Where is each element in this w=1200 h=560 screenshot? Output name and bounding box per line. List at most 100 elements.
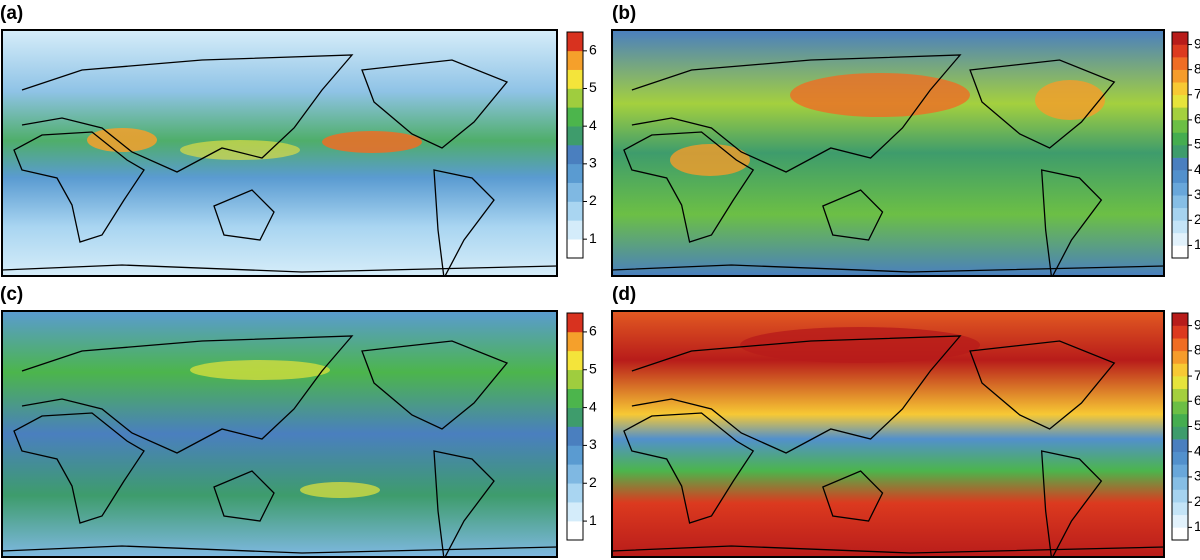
colorbar-segment [1172, 57, 1188, 70]
colorbar-segment [567, 426, 583, 446]
map-c [1, 310, 558, 558]
colorbar-segment [567, 331, 583, 352]
colorbar-segment [567, 145, 583, 165]
panel-label: (b) [612, 3, 636, 24]
colorbar-tick-label: 4 [589, 117, 597, 133]
colorbar-segment [1172, 325, 1188, 339]
colorbar-segment [567, 201, 583, 221]
colorbar-segment [1172, 145, 1188, 158]
colorbar-tick-label: 7 [1194, 367, 1200, 383]
colorbar-segment [1172, 476, 1188, 490]
colorbar-tick-label: 5 [1194, 136, 1200, 152]
colorbar-segment [1172, 426, 1188, 440]
colorbar-segment [567, 464, 583, 484]
colorbar-tick-label: 2 [589, 192, 597, 208]
colorbar-segment [1172, 94, 1188, 108]
colorbar-segment [1172, 350, 1188, 364]
colorbar-tick-label: 5 [1194, 417, 1200, 433]
colorbar-segment [567, 350, 583, 371]
colorbar-tick-label: 1 [1194, 236, 1200, 252]
colorbar-tick-label: 2 [1194, 493, 1200, 509]
map-b [611, 29, 1165, 277]
colorbar-segment [1172, 245, 1188, 259]
colorbar-tick-label: 8 [1194, 342, 1200, 358]
colorbar-segment [567, 32, 583, 52]
colorbar-segment [567, 220, 583, 240]
colorbar-segment [1172, 363, 1188, 377]
colorbar-tick-label: 7 [1194, 85, 1200, 101]
colorbar-tick-label: 6 [589, 323, 597, 339]
colorbar-segment [567, 239, 583, 259]
colorbar-segment [1172, 82, 1188, 96]
colorbar-tick-label: 2 [1194, 211, 1200, 227]
panel-label: (c) [0, 284, 23, 305]
map-d [611, 310, 1165, 558]
colorbar-tick-label: 4 [1194, 161, 1200, 177]
colorbar-segment [567, 182, 583, 202]
colorbar-segment [1172, 451, 1188, 465]
colorbar-tick-label: 3 [589, 155, 597, 171]
colorbar-segment [567, 69, 583, 89]
colorbar-segment [1172, 207, 1188, 221]
colorbar-tick-label: 6 [1194, 111, 1200, 127]
colorbar-frame [566, 312, 584, 541]
colorbar-segment [1172, 69, 1188, 83]
colorbar-segment [567, 50, 583, 70]
colorbar-segment [1172, 44, 1188, 58]
colorbar-tick-label: 3 [589, 436, 597, 452]
colorbar-tick-label: 9 [1194, 316, 1200, 332]
colorbar-tick-label: 1 [1194, 518, 1200, 534]
colorbar-tick-label: 5 [589, 79, 597, 95]
colorbar-segment [1172, 439, 1188, 453]
colorbar-segment [567, 483, 583, 503]
panel-label: (d) [612, 284, 636, 305]
colorbar-segment [1172, 527, 1188, 541]
colorbar-segment [1172, 32, 1188, 45]
colorbar-segment [567, 88, 583, 108]
colorbar-tick-label: 6 [589, 42, 597, 58]
colorbar-tick-label: 1 [589, 512, 597, 528]
colorbar-segment [567, 388, 583, 408]
colorbar-segment [567, 407, 583, 427]
colorbar-tick-label: 4 [1194, 442, 1200, 458]
colorbar-segment [1172, 489, 1188, 503]
colorbar-segment [567, 163, 583, 183]
colorbar-segment [1172, 195, 1188, 209]
colorbar-frame [566, 31, 584, 259]
colorbar-tick-label: 9 [1194, 35, 1200, 51]
colorbar-segment [1172, 170, 1188, 183]
colorbar-segment [1172, 502, 1188, 516]
map-a [1, 29, 558, 277]
colorbar-segment [567, 445, 583, 465]
colorbar-segment [1172, 313, 1188, 326]
colorbar-tick-label: 5 [589, 360, 597, 376]
colorbar-tick-label: 6 [1194, 392, 1200, 408]
colorbar-tick-label: 4 [589, 398, 597, 414]
colorbar-segment [1172, 232, 1188, 246]
colorbar-segment [1172, 338, 1188, 352]
colorbar-segment [567, 107, 583, 127]
colorbar-segment [1172, 107, 1188, 121]
colorbar-segment [1172, 464, 1188, 478]
colorbar-segment [1172, 376, 1188, 389]
colorbar-segment [1172, 220, 1188, 234]
colorbar-segment [567, 313, 583, 333]
colorbar-tick-label: 8 [1194, 60, 1200, 76]
colorbar-tick-label: 2 [589, 474, 597, 490]
colorbar-segment [567, 502, 583, 522]
colorbar-segment [1172, 157, 1188, 171]
colorbar-segment [567, 126, 583, 146]
colorbar-segment [1172, 132, 1188, 146]
colorbar-segment [1172, 119, 1188, 133]
colorbar-segment [1172, 182, 1188, 196]
colorbar-segment [567, 369, 583, 389]
colorbar-tick-label: 3 [1194, 186, 1200, 202]
panel-label: (a) [0, 3, 23, 24]
colorbar-segment [567, 521, 583, 541]
colorbar-segment [1172, 401, 1188, 415]
colorbar-segment [1172, 388, 1188, 402]
colorbar-segment [1172, 514, 1188, 528]
colorbar-tick-label: 3 [1194, 468, 1200, 484]
